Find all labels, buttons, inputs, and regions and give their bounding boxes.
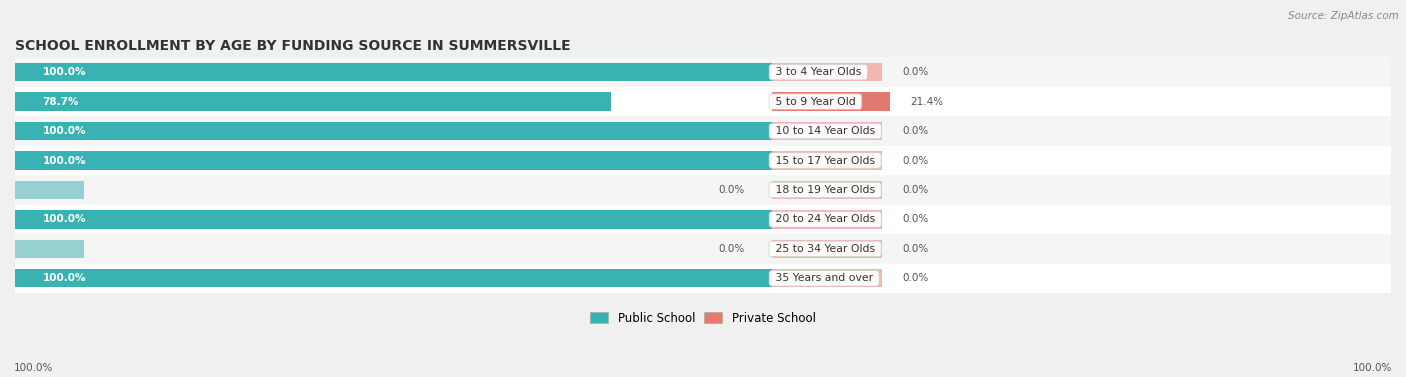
Text: 20 to 24 Year Olds: 20 to 24 Year Olds [772,215,879,224]
Bar [15,181,84,199]
Text: 0.0%: 0.0% [903,67,929,77]
Bar [15,240,84,258]
Text: 0.0%: 0.0% [903,215,929,224]
Text: 0.0%: 0.0% [903,155,929,166]
Bar [772,152,882,170]
Text: 3 to 4 Year Olds: 3 to 4 Year Olds [772,67,865,77]
Text: 0.0%: 0.0% [903,185,929,195]
Text: 100.0%: 100.0% [42,273,86,283]
Bar [772,92,890,111]
Bar [15,210,772,228]
Text: 100.0%: 100.0% [1353,363,1392,373]
Text: 25 to 34 Year Olds: 25 to 34 Year Olds [772,244,879,254]
Text: 0.0%: 0.0% [718,244,744,254]
Bar [15,92,610,111]
Text: 78.7%: 78.7% [42,97,79,107]
Bar [15,63,772,81]
Text: 100.0%: 100.0% [42,126,86,136]
Bar [772,240,882,258]
Text: 5 to 9 Year Old: 5 to 9 Year Old [772,97,859,107]
Text: 0.0%: 0.0% [903,244,929,254]
Text: 100.0%: 100.0% [42,67,86,77]
Bar [15,175,1391,205]
Bar [15,146,1391,175]
Bar [772,210,882,228]
Text: 0.0%: 0.0% [718,185,744,195]
Bar [772,122,882,140]
Bar [15,152,772,170]
Text: 21.4%: 21.4% [910,97,943,107]
Bar [15,122,772,140]
Text: 18 to 19 Year Olds: 18 to 19 Year Olds [772,185,879,195]
Text: 0.0%: 0.0% [903,273,929,283]
Bar [15,116,1391,146]
Bar [15,234,1391,264]
Text: Source: ZipAtlas.com: Source: ZipAtlas.com [1288,11,1399,21]
Bar [15,269,772,287]
Bar [15,57,1391,87]
Bar [772,269,882,287]
Text: 0.0%: 0.0% [903,126,929,136]
Text: SCHOOL ENROLLMENT BY AGE BY FUNDING SOURCE IN SUMMERSVILLE: SCHOOL ENROLLMENT BY AGE BY FUNDING SOUR… [15,39,571,53]
Legend: Public School, Private School: Public School, Private School [586,307,820,329]
Bar [772,181,882,199]
Bar [15,87,1391,116]
Bar [15,264,1391,293]
Text: 15 to 17 Year Olds: 15 to 17 Year Olds [772,155,879,166]
Text: 100.0%: 100.0% [42,155,86,166]
Text: 100.0%: 100.0% [14,363,53,373]
Text: 10 to 14 Year Olds: 10 to 14 Year Olds [772,126,879,136]
Bar [772,63,882,81]
Text: 35 Years and over: 35 Years and over [772,273,876,283]
Bar [15,205,1391,234]
Text: 100.0%: 100.0% [42,215,86,224]
